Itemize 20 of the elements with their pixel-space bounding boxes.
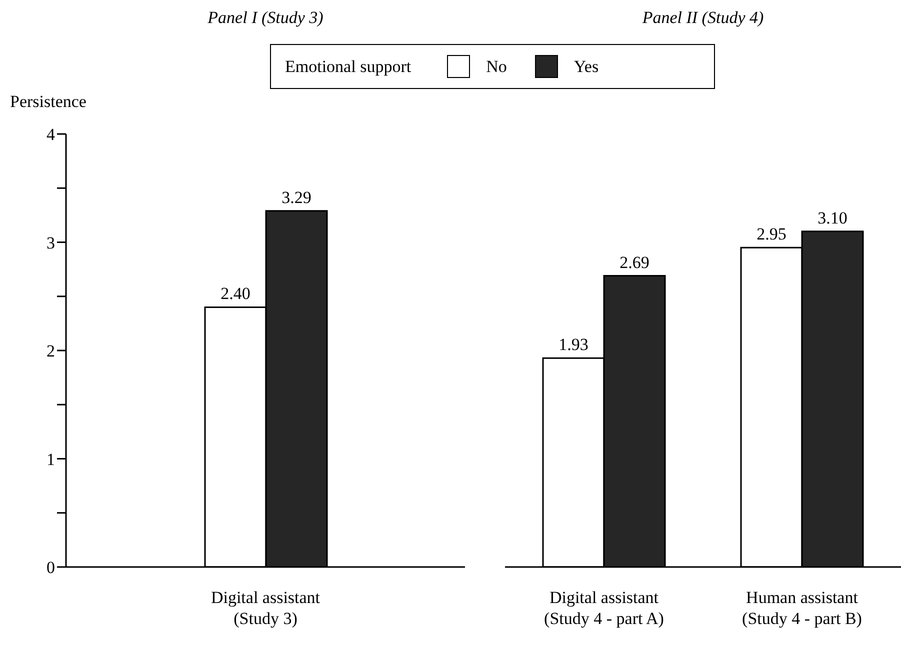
legend-label: No: [486, 56, 507, 76]
y-tick-label: 1: [46, 450, 55, 469]
data-label: 2.40: [220, 284, 250, 304]
y-tick-label: 4: [46, 125, 56, 144]
data-label: 1.93: [558, 335, 588, 354]
y-tick-label: 2: [46, 342, 55, 361]
chart-title: Panel I (Study 3): [206, 8, 324, 28]
legend-title: Emotional support: [285, 56, 412, 76]
y-tick-label: 3: [46, 233, 55, 252]
data-label: 2.95: [756, 224, 786, 244]
chart-title: Panel II (Study 4): [641, 8, 765, 28]
x-tick-label: Digital assistant (Study 4 - part A): [544, 588, 664, 628]
x-tick-label: Digital assistant (Study 3): [210, 588, 320, 628]
y-tick-label: 0: [46, 558, 55, 578]
legend-label: Yes: [574, 56, 599, 76]
data-label: 3.10: [818, 208, 848, 228]
data-label: 2.69: [620, 252, 650, 272]
data-label: 3.29: [282, 188, 312, 207]
y-axis-title: Persistence: [10, 92, 86, 112]
x-tick-label: Human assistant (Study 4 - part B): [742, 588, 862, 628]
